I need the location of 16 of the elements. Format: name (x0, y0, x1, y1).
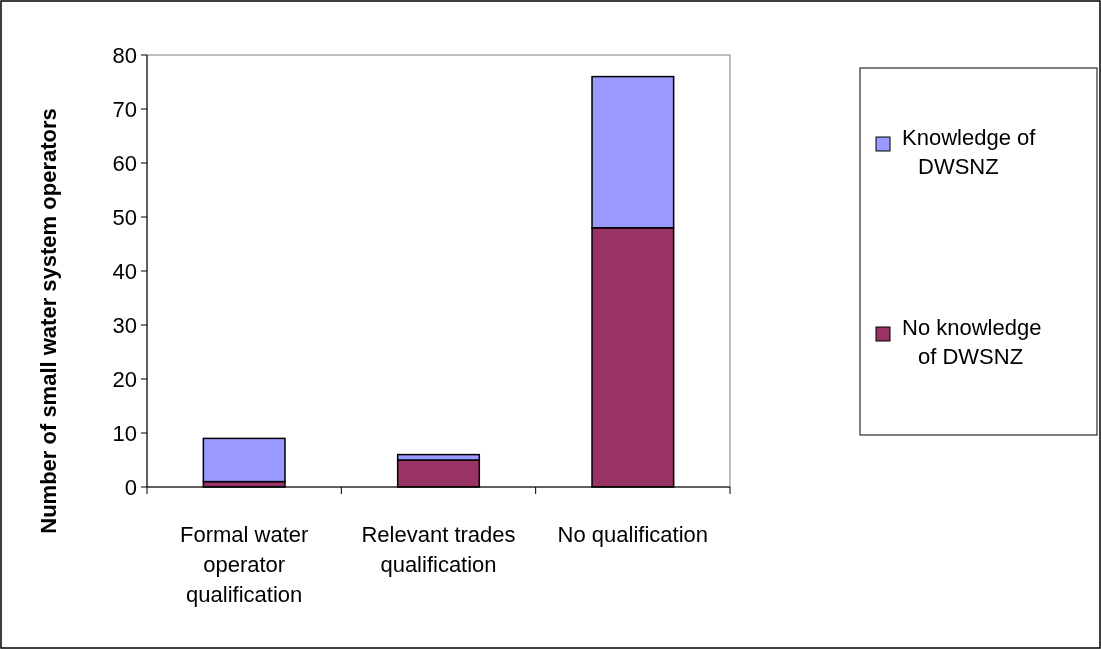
y-tick-label: 60 (112, 150, 137, 176)
y-tick-label: 0 (124, 474, 137, 500)
legend-label: No knowledge of DWSNZ (902, 315, 1042, 369)
x-tick-label: No qualification (557, 522, 709, 547)
x-tick-label: Formal water operator qualification (179, 522, 309, 607)
y-tick-label: 30 (112, 312, 137, 338)
y-tick-label: 50 (112, 204, 137, 230)
y-axis-title: Number of small water system operators (36, 108, 61, 534)
x-tick-label: Relevant trades qualification (361, 522, 516, 577)
y-tick-label: 70 (112, 96, 137, 122)
y-tick-label: 10 (112, 420, 137, 446)
y-tick-label: 80 (112, 42, 137, 68)
legend-label: Knowledge of DWSNZ (902, 125, 1037, 179)
y-tick-label: 20 (112, 366, 137, 392)
y-tick-label: 40 (112, 258, 137, 284)
bar (202, 437, 286, 483)
